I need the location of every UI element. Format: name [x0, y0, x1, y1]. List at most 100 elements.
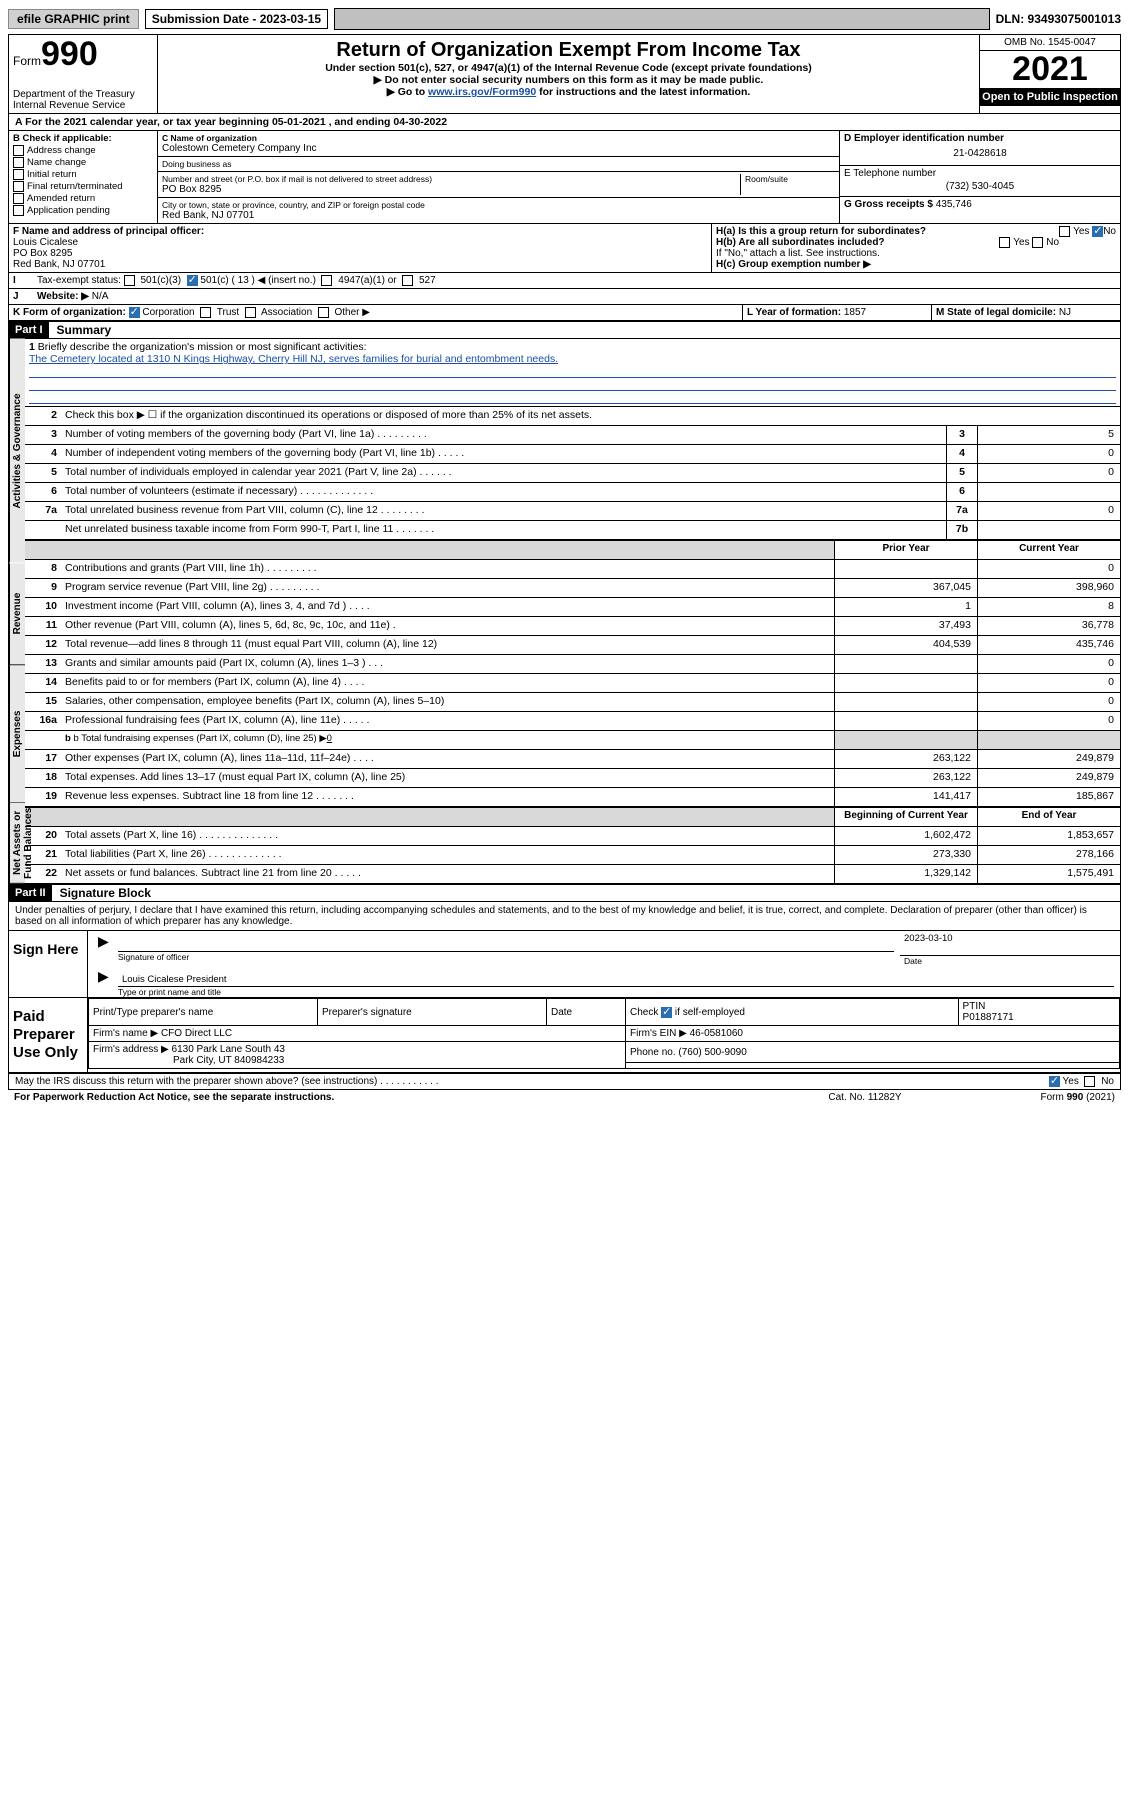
paperwork-notice: For Paperwork Reduction Act Notice, see …	[14, 1092, 765, 1103]
chk-self-employed[interactable]	[661, 1007, 672, 1018]
year-formation: 1857	[844, 307, 866, 318]
chk-final-return[interactable]	[13, 181, 24, 192]
summary-line-15: 15Salaries, other compensation, employee…	[25, 693, 1120, 712]
prep-ptin-head: PTINP01887171	[958, 999, 1119, 1026]
side-expenses: Expenses	[9, 665, 25, 803]
mission-text-link[interactable]: The Cemetery located at 1310 N Kings Hig…	[29, 353, 558, 365]
part-i-badge: Part I	[9, 322, 49, 338]
part-ii-title: Signature Block	[52, 886, 151, 900]
chk-corporation[interactable]	[129, 307, 140, 318]
chk-association[interactable]	[245, 307, 256, 318]
h-a-row: H(a) Is this a group return for subordin…	[716, 226, 1116, 237]
website-value: N/A	[92, 291, 109, 302]
firm-phone-cell: Phone no. (760) 500-9090	[626, 1042, 1120, 1063]
form-word: Form	[13, 54, 41, 68]
chk-name-change[interactable]	[13, 157, 24, 168]
prep-selfemp-head: Check if self-employed	[626, 999, 959, 1026]
summary-line-14: 14Benefits paid to or for members (Part …	[25, 674, 1120, 693]
summary-line-13: 13Grants and similar amounts paid (Part …	[25, 655, 1120, 674]
gross-receipts-value: 435,746	[936, 199, 972, 210]
omb-number: OMB No. 1545-0047	[980, 35, 1120, 51]
col-begin-year: Beginning of Current Year	[834, 808, 977, 826]
part-i-title: Summary	[49, 323, 112, 337]
summary-line-5: 5Total number of individuals employed in…	[25, 464, 1120, 483]
chk-app-pending[interactable]	[13, 205, 24, 216]
sign-here-label: Sign Here	[9, 931, 88, 997]
row-f-h: F Name and address of principal officer:…	[9, 224, 1120, 273]
row-i-tax-exempt: I Tax-exempt status: 501(c)(3) 501(c) ( …	[9, 273, 1120, 289]
subtitle-3: ▶ Go to www.irs.gov/Form990 for instruct…	[164, 86, 973, 98]
subtitle-1: Under section 501(c), 527, or 4947(a)(1)…	[164, 62, 973, 74]
summary-line-16a: 16aProfessional fundraising fees (Part I…	[25, 712, 1120, 731]
chk-4947[interactable]	[321, 275, 332, 286]
h-c-row: H(c) Group exemption number ▶	[716, 259, 1116, 270]
h-b-note: If "No," attach a list. See instructions…	[716, 248, 1116, 259]
summary-line-7a: 7aTotal unrelated business revenue from …	[25, 502, 1120, 521]
col-prior-year: Prior Year	[834, 541, 977, 559]
summary-section: Activities & Governance Revenue Expenses…	[9, 339, 1120, 884]
page-footer: For Paperwork Reduction Act Notice, see …	[8, 1090, 1121, 1105]
summary-line-22: 22Net assets or fund balances. Subtract …	[25, 865, 1120, 884]
firm-name-cell: Firm's name ▶ CFO Direct LLC	[89, 1026, 626, 1042]
info-grid-bcdeg: B Check if applicable: Address change Na…	[9, 131, 1120, 224]
summary-line-4: 4Number of independent voting members of…	[25, 445, 1120, 464]
submission-date: Submission Date - 2023-03-15	[145, 9, 328, 29]
toolbar-spacer	[334, 8, 989, 30]
col-end-year: End of Year	[977, 808, 1120, 826]
paid-preparer-block: Paid Preparer Use Only Print/Type prepar…	[9, 998, 1120, 1073]
line-2-desc: Check this box ▶ ☐ if the organization d…	[61, 407, 1120, 425]
dept-treasury: Department of the Treasury	[13, 89, 153, 100]
discuss-no[interactable]	[1084, 1076, 1095, 1087]
perjury-statement: Under penalties of perjury, I declare th…	[9, 902, 1120, 931]
ha-yes[interactable]	[1059, 226, 1070, 237]
part-ii-badge: Part II	[9, 885, 52, 901]
chk-initial-return[interactable]	[13, 169, 24, 180]
line-a-tax-period: A For the 2021 calendar year, or tax yea…	[9, 114, 1120, 131]
chk-501c-checked[interactable]	[187, 275, 198, 286]
prep-date-head: Date	[547, 999, 626, 1026]
addr-value: PO Box 8295	[162, 184, 740, 195]
summary-line-8: 8Contributions and grants (Part VIII, li…	[25, 560, 1120, 579]
box-b-title: B Check if applicable:	[13, 133, 153, 144]
state-domicile: NJ	[1059, 307, 1071, 318]
efile-print-button[interactable]: efile GRAPHIC print	[8, 9, 139, 29]
ha-no-checked[interactable]	[1092, 226, 1103, 237]
dln-number: DLN: 93493075001013	[996, 12, 1121, 26]
addr-label: Number and street (or P.O. box if mail i…	[162, 174, 740, 184]
chk-527[interactable]	[402, 275, 413, 286]
firm-addr-cell: Firm's address ▶ 6130 Park Lane South 43…	[89, 1042, 626, 1069]
chk-trust[interactable]	[200, 307, 211, 318]
room-label: Room/suite	[745, 174, 835, 184]
chk-address-change[interactable]	[13, 145, 24, 156]
chk-amended[interactable]	[13, 193, 24, 204]
hb-yes[interactable]	[999, 237, 1010, 248]
row-klm: K Form of organization: Corporation Trus…	[9, 305, 1120, 321]
irs-label: Internal Revenue Service	[13, 100, 153, 111]
officer-name: Louis Cicalese	[13, 237, 707, 248]
sign-date: 2023-03-10	[900, 931, 1120, 956]
tax-year: 2021	[980, 51, 1120, 88]
city-value: Red Bank, NJ 07701	[162, 210, 835, 221]
box-c-org-info: C Name of organization Colestown Cemeter…	[158, 131, 839, 223]
form-title: Return of Organization Exempt From Incom…	[164, 39, 973, 62]
org-name-label: C Name of organization	[162, 133, 835, 143]
officer-addr2: Red Bank, NJ 07701	[13, 259, 707, 270]
instructions-link[interactable]: www.irs.gov/Form990	[428, 86, 536, 98]
discuss-yes-checked[interactable]	[1049, 1076, 1060, 1087]
form-tag: Form 990 (2021)	[965, 1092, 1115, 1103]
form-number: 990	[41, 35, 98, 73]
hb-no[interactable]	[1032, 237, 1043, 248]
chk-501c3[interactable]	[124, 275, 135, 286]
org-name: Colestown Cemetery Company Inc	[162, 143, 835, 154]
box-f-label: F Name and address of principal officer:	[13, 226, 707, 237]
summary-line-20: 20Total assets (Part X, line 16) . . . .…	[25, 827, 1120, 846]
chk-other[interactable]	[318, 307, 329, 318]
sign-here-block: Sign Here ▶ Signature of officer 2023-03…	[9, 931, 1120, 998]
header-title-block: Return of Organization Exempt From Incom…	[158, 35, 979, 113]
part-i-header-row: Part I Summary	[9, 321, 1120, 339]
summary-line-6: 6Total number of volunteers (estimate if…	[25, 483, 1120, 502]
officer-signature-line[interactable]: ▶	[118, 931, 894, 952]
side-activities-governance: Activities & Governance	[9, 339, 25, 563]
summary-line-19: 19Revenue less expenses. Subtract line 1…	[25, 788, 1120, 807]
gross-receipts-label: G Gross receipts $	[844, 199, 933, 210]
